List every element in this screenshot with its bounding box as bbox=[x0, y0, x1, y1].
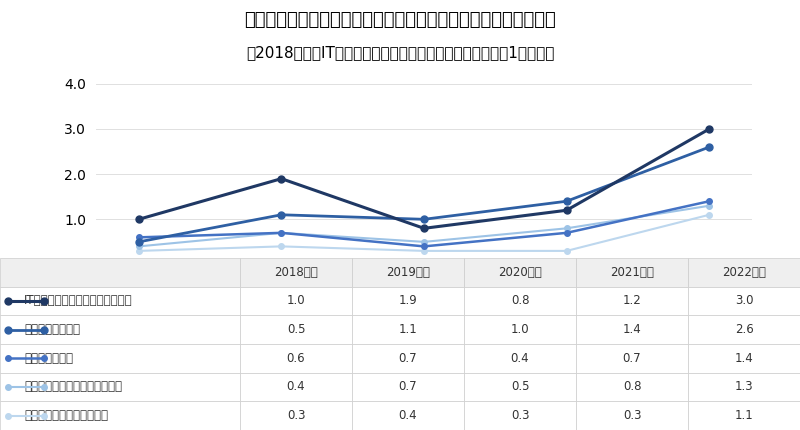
Text: 【業界別】『リクルートエージェント』における未経験求人推移: 【業界別】『リクルートエージェント』における未経験求人推移 bbox=[244, 11, 556, 29]
Text: （2018年度のIT通信業界・インターネット業界の求人数を1とする）: （2018年度のIT通信業界・インターネット業界の求人数を1とする） bbox=[246, 45, 554, 60]
